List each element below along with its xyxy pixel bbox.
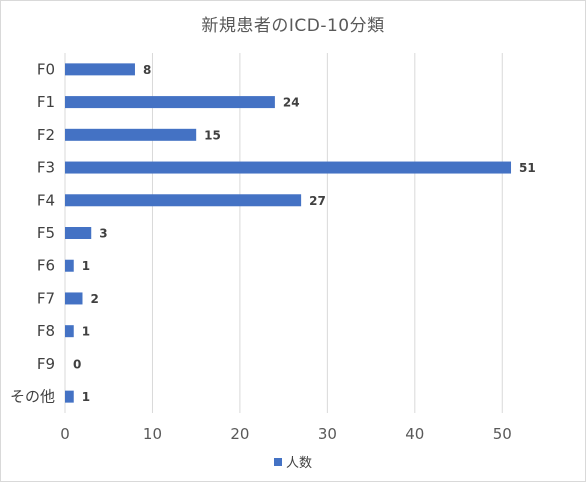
y-tick-label: F2 (37, 126, 55, 144)
legend-label: 人数 (285, 456, 312, 471)
x-tick-label: 50 (493, 425, 512, 443)
y-tick-label: F6 (37, 257, 55, 275)
bar (65, 292, 83, 305)
x-tick-label: 0 (60, 425, 70, 443)
bar (65, 390, 74, 403)
x-tick-label: 30 (318, 425, 337, 443)
x-tick-label: 20 (230, 425, 249, 443)
bar (65, 227, 92, 239)
bar (65, 63, 135, 76)
bar (65, 96, 275, 109)
legend: 人数 (1, 452, 585, 471)
bar (65, 259, 74, 272)
data-label: 1 (82, 325, 90, 339)
bar (65, 161, 512, 174)
y-tick-label: F7 (37, 289, 55, 307)
data-label: 1 (82, 259, 90, 273)
data-label: 0 (73, 357, 81, 371)
y-tick-label: F1 (37, 93, 55, 111)
y-tick-label: F5 (37, 224, 55, 242)
data-label: 1 (82, 390, 90, 404)
data-label: 3 (99, 227, 107, 241)
y-tick-label: F4 (37, 191, 55, 209)
data-label: 51 (519, 161, 536, 175)
y-tick-label: F0 (37, 60, 55, 78)
data-label: 24 (283, 96, 300, 110)
y-tick-label: F8 (37, 322, 55, 340)
y-tick-label: その他 (10, 388, 55, 406)
bar (65, 325, 74, 338)
legend-swatch (273, 458, 282, 466)
bar (65, 194, 302, 207)
data-label: 15 (204, 128, 221, 142)
y-tick-label: F9 (37, 355, 55, 373)
data-label: 2 (90, 292, 98, 306)
x-tick-label: 40 (405, 425, 424, 443)
data-label: 8 (143, 63, 151, 77)
y-tick-label: F3 (37, 159, 55, 177)
chart-title: 新規患者のICD-10分類 (201, 16, 385, 36)
data-label: 27 (309, 194, 326, 208)
x-tick-label: 10 (143, 425, 162, 443)
bar (65, 128, 197, 141)
